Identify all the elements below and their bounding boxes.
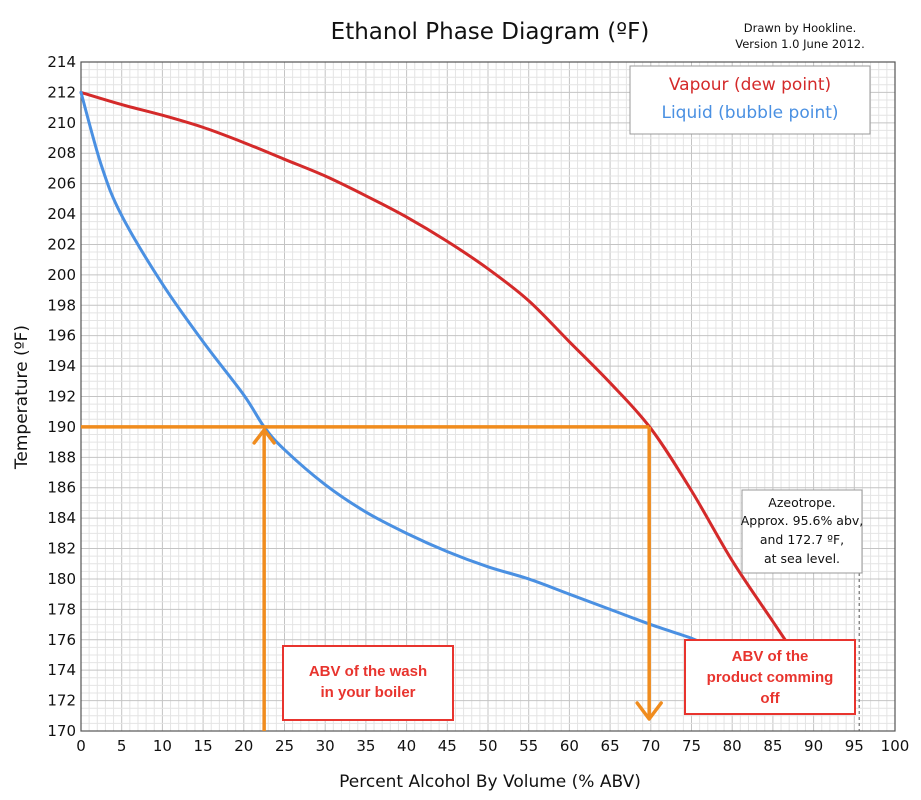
y-axis-label: Temperature (ºF) [12,325,32,470]
y-tick-label: 192 [47,388,76,406]
chart-title: Ethanol Phase Diagram (ºF) [331,19,650,45]
wash-callout-line-2: in your boiler [320,684,415,701]
x-tick-label: 95 [845,737,864,755]
azeotrope-note-box [741,489,863,574]
grid [80,61,896,732]
azeotrope-note-line-2: Approx. 95.6% abv, [741,513,864,528]
y-tick-label: 184 [47,509,76,527]
y-tick-label: 210 [47,114,76,132]
x-tick-label: 90 [804,737,823,755]
y-tick-label: 186 [47,479,76,497]
y-tick-label: 174 [47,661,76,679]
y-tick-label: 200 [47,266,76,284]
x-tick-labels: 0 5 10 15 20 25 30 35 40 45 50 55 60 65 70 75 80 85 90 95 10… [76,737,909,755]
y-tick-label: 202 [47,235,76,253]
credit-line-2: Version 1.0 June 2012. [735,37,865,51]
y-tick-label: 170 [47,722,76,740]
y-tick-label: 172 [47,692,76,710]
y-tick-label: 214 [47,53,76,71]
y-tick-label: 206 [47,175,76,193]
x-tick-label: 65 [601,737,620,755]
y-tick-label: 198 [47,296,76,314]
series-lines [79,90,791,648]
y-tick-label: 204 [47,205,76,223]
x-tick-label: 85 [763,737,782,755]
y-tick-labels: 170 172 174 176 178 180 182 184 186 188 190 192 194 1… [47,53,76,740]
x-tick-label: 15 [194,737,213,755]
y-tick-label: 180 [47,570,76,588]
y-tick-label: 188 [47,448,76,466]
x-tick-label: 5 [117,737,127,755]
azeotrope-note: Azeotrope. Approx. 95.6% abv, and 172.7 … [741,489,864,574]
product-callout-line-1: ABV of the [732,648,809,665]
legend-entry-vapour: Vapour (dew point) [669,75,831,95]
product-callout-line-2: product comming [707,669,834,686]
azeotrope-note-line-1: Azeotrope. [768,495,835,510]
wash-callout-box [282,645,454,721]
guide-lines [81,425,860,731]
credit-line-1: Drawn by Hookline. [744,21,857,35]
x-tick-label: 35 [356,737,375,755]
legend-box [629,65,871,135]
guide-product-arrowhead [635,701,663,721]
y-tick-label: 194 [47,357,76,375]
product-callout: ABV of the product comming off [684,639,856,715]
x-tick-label: 25 [275,737,294,755]
x-tick-label: 30 [316,737,335,755]
x-tick-label: 100 [881,737,910,755]
x-tick-label: 40 [397,737,416,755]
legend-entry-liquid: Liquid (bubble point) [661,103,838,123]
x-tick-label: 75 [682,737,701,755]
x-tick-label: 50 [478,737,497,755]
y-tick-label: 176 [47,631,76,649]
x-tick-label: 20 [234,737,253,755]
y-tick-label: 208 [47,144,76,162]
y-tick-label: 190 [47,418,76,436]
series-line-vapour [79,90,791,648]
guide-wash-arrowhead [252,428,276,445]
x-tick-label: 80 [723,737,742,755]
x-axis-label: Percent Alcohol By Volume (% ABV) [339,772,641,792]
legend: Vapour (dew point) Liquid (bubble point) [629,65,871,135]
x-tick-label: 70 [641,737,660,755]
product-callout-line-3: off [760,690,780,707]
azeotrope-note-line-3: and 172.7 ºF, [760,532,844,547]
y-tick-label: 182 [47,540,76,558]
x-tick-label: 10 [153,737,172,755]
x-tick-label: 45 [438,737,457,755]
plot-frame [80,61,896,732]
y-tick-label: 178 [47,600,76,618]
azeotrope-note-line-4: at sea level. [764,551,840,566]
x-tick-label: 60 [560,737,579,755]
wash-callout: ABV of the wash in your boiler [282,645,454,721]
product-callout-box [684,639,856,715]
x-tick-label: 55 [519,737,538,755]
x-tick-label: 0 [76,737,86,755]
y-tick-label: 212 [47,83,76,101]
y-tick-label: 196 [47,327,76,345]
series-line-liquid [79,90,710,648]
wash-callout-line-1: ABV of the wash [309,663,427,680]
